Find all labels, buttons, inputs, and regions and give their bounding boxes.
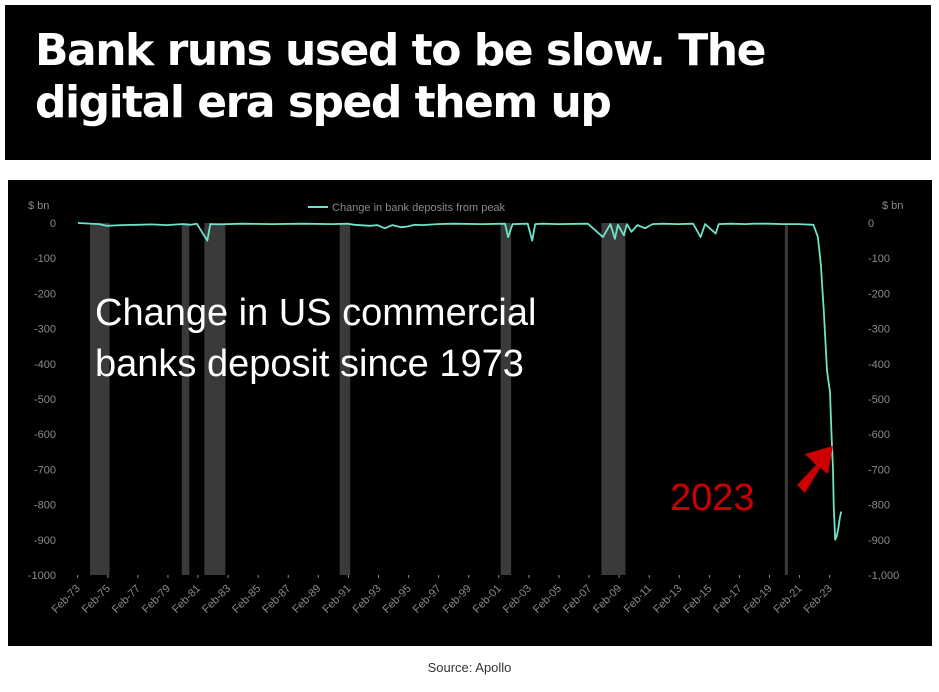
y-tick-label-right: -500: [868, 394, 890, 406]
y-tick-label-left: -100: [34, 253, 56, 265]
recession-band: [500, 223, 512, 575]
x-tick-label: Feb-09: [591, 583, 624, 616]
y-tick-label-right: -800: [868, 500, 890, 512]
annotation-arrow-icon: [797, 446, 833, 493]
x-tick-label: Feb-99: [441, 583, 474, 616]
y-tick-label-left: -1000: [28, 570, 56, 582]
x-tick-label: Feb-89: [290, 583, 323, 616]
x-tick-label: Feb-77: [110, 583, 143, 616]
x-tick-label: Feb-17: [711, 583, 744, 616]
y-tick-label-left: -700: [34, 464, 56, 476]
headline: Bank runs used to be slow. The digital e…: [35, 25, 766, 128]
recession-band: [90, 223, 110, 575]
recession-band: [204, 223, 226, 575]
y-tick-label-left: -400: [34, 359, 56, 371]
x-tick-label: Feb-81: [170, 583, 203, 616]
x-tick-label: Feb-75: [80, 583, 113, 616]
y-tick-label-left: -900: [34, 535, 56, 547]
x-tick-label: Feb-03: [501, 583, 534, 616]
y-tick-label-right: -600: [868, 429, 890, 441]
annotation-2023-label: 2023: [670, 477, 755, 519]
deposit-chart: 0 -100 -200 -300 -400 -500 -600 -700 -800 -900 -10…: [28, 200, 904, 616]
y-tick-label-left: -300: [34, 324, 56, 336]
x-tick-label: Feb-15: [681, 583, 714, 616]
x-tick-label: Feb-23: [802, 583, 835, 616]
y-tick-label-right: -400: [868, 359, 890, 371]
x-tick-label: Feb-07: [561, 583, 594, 616]
chart-panel: 0 -100 -200 -300 -400 -500 -600 -700 -800 -900 -10…: [8, 180, 932, 646]
y-tick-label-right: -700: [868, 464, 890, 476]
x-tick-label: Feb-91: [320, 583, 353, 616]
x-tick-label: Feb-13: [651, 583, 684, 616]
annotation-description-line2: banks deposit since 1973: [95, 343, 524, 385]
y-tick-label-left: -800: [34, 500, 56, 512]
x-tick-label: Feb-73: [50, 583, 83, 616]
x-tick-label: Feb-97: [411, 583, 444, 616]
y-tick-label-right: -1,000: [868, 570, 899, 582]
series-line: [77, 222, 843, 541]
x-tick-label: Feb-79: [140, 583, 173, 616]
x-tick-label: Feb-11: [622, 583, 655, 616]
y-tick-label-left: 0: [50, 218, 56, 230]
x-tick-label: Feb-21: [772, 583, 805, 616]
headline-box: Bank runs used to be slow. The digital e…: [5, 5, 931, 160]
x-tick-label: Feb-87: [260, 583, 293, 616]
x-tick-label: Feb-95: [381, 583, 414, 616]
y-tick-label-right: -100: [868, 253, 890, 265]
annotation-description-line1: Change in US commercial: [95, 292, 536, 334]
y-tick-label-right: -300: [868, 324, 890, 336]
y-tick-label-right: -200: [868, 288, 890, 300]
y-tick-label-right: 0: [868, 218, 874, 230]
source-note: Source: Apollo: [427, 660, 512, 675]
x-tick-label: Feb-85: [230, 583, 263, 616]
recession-band: [181, 223, 190, 575]
y-tick-label-left: -600: [34, 429, 56, 441]
recession-band: [601, 223, 626, 575]
x-tick-label: Feb-05: [531, 583, 564, 616]
recession-band: [784, 223, 788, 575]
x-tick-label: Feb-83: [200, 583, 233, 616]
x-tick-label: Feb-01: [471, 583, 504, 616]
y-axis-label-left: $ bn: [28, 200, 49, 212]
y-axis-label-right: $ bn: [882, 200, 903, 212]
y-tick-label-left: -200: [34, 288, 56, 300]
legend-label: Change in bank deposits from peak: [332, 202, 506, 214]
recession-band: [339, 223, 351, 575]
y-tick-label-right: -900: [868, 535, 890, 547]
x-tick-label: Feb-19: [741, 583, 774, 616]
x-tick-label: Feb-93: [350, 583, 383, 616]
y-tick-label-left: -500: [34, 394, 56, 406]
